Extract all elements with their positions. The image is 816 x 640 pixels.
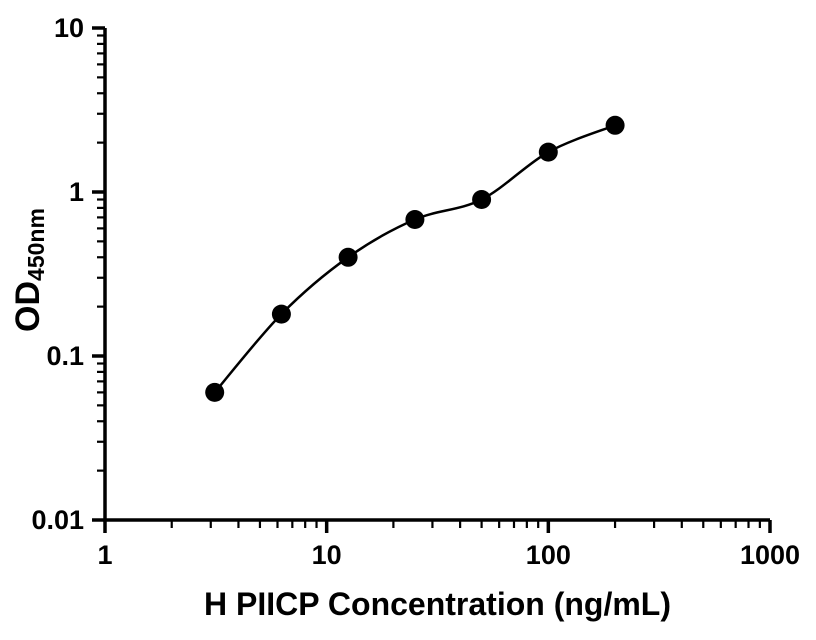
axes-spine <box>103 28 770 522</box>
data-point <box>205 382 225 402</box>
y-tick-label: 1 <box>69 177 84 207</box>
data-point <box>405 210 425 229</box>
fit-curve <box>213 124 616 394</box>
data-point <box>538 142 558 162</box>
y-tick-label: 0.01 <box>31 505 84 535</box>
y-tick-label: 10 <box>54 13 84 43</box>
y-axis-title: OD450nm <box>8 170 49 370</box>
data-point <box>472 190 492 209</box>
x-tick-label: 1000 <box>740 540 800 570</box>
data-point <box>605 115 625 135</box>
y-tick-label: 0.1 <box>46 341 84 371</box>
x-axis-title: H PIICP Concentration (ng/mL) <box>204 586 671 622</box>
x-tick-label: 1 <box>97 540 112 570</box>
x-tick-label: 100 <box>526 540 571 570</box>
y-axis-title-main: OD <box>9 280 47 332</box>
y-axis-title-subscript: 450nm <box>23 208 49 281</box>
data-point <box>338 247 358 267</box>
x-tick-label: 10 <box>312 540 342 570</box>
data-point <box>271 304 291 324</box>
